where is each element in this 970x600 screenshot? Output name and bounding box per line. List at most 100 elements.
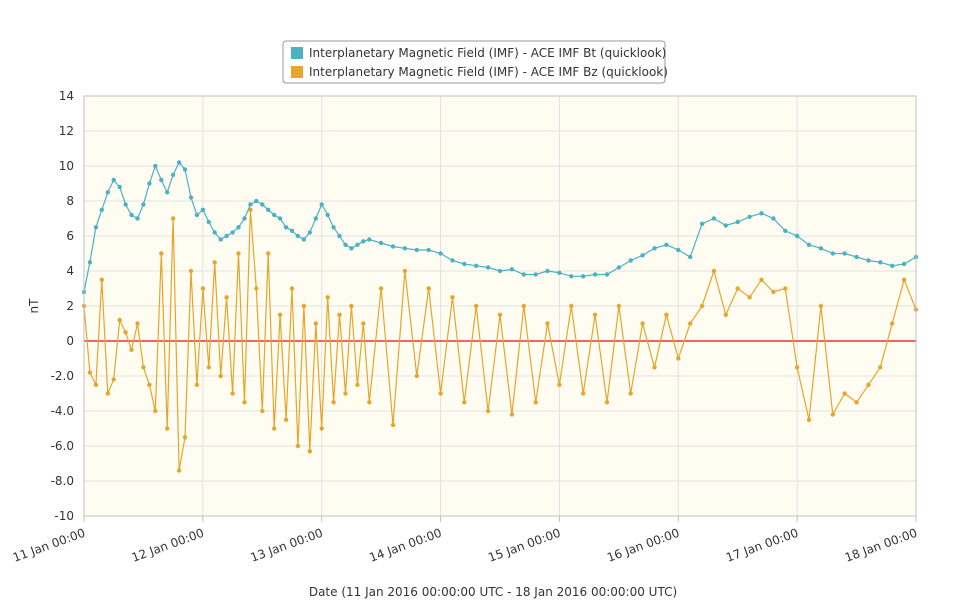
bt-data-point[interactable] <box>901 261 907 267</box>
bz-data-point[interactable] <box>224 295 229 300</box>
bz-data-point[interactable] <box>260 408 265 414</box>
bt-data-point[interactable] <box>301 237 307 242</box>
bz-data-point[interactable] <box>652 365 657 370</box>
bz-data-point[interactable] <box>676 356 681 361</box>
legend-item-bz[interactable]: Interplanetary Magnetic Field (IMF) - AC… <box>291 65 668 79</box>
bt-data-point[interactable] <box>230 230 235 235</box>
bz-data-point[interactable] <box>699 303 705 309</box>
bt-data-point[interactable] <box>509 267 515 272</box>
bz-data-point[interactable] <box>307 449 312 454</box>
bt-data-point[interactable] <box>569 274 574 279</box>
bz-data-point[interactable] <box>367 400 372 405</box>
bt-data-point[interactable] <box>688 254 693 260</box>
bt-data-point[interactable] <box>99 207 105 212</box>
bt-data-point[interactable] <box>289 228 295 233</box>
bt-data-point[interactable] <box>533 272 538 277</box>
bz-data-point[interactable] <box>735 286 740 291</box>
bz-data-point[interactable] <box>830 412 835 417</box>
bz-data-point[interactable] <box>509 412 515 417</box>
bt-data-point[interactable] <box>218 237 223 242</box>
bz-data-point[interactable] <box>301 303 307 309</box>
bt-data-point[interactable] <box>521 272 526 277</box>
bt-data-point[interactable] <box>830 251 835 256</box>
bt-data-point[interactable] <box>212 230 217 235</box>
bz-data-point[interactable] <box>688 321 693 326</box>
bt-data-point[interactable] <box>129 212 134 218</box>
bz-data-point[interactable] <box>242 400 247 405</box>
bt-data-point[interactable] <box>188 195 194 200</box>
bt-data-point[interactable] <box>390 244 396 249</box>
bz-data-point[interactable] <box>664 312 669 317</box>
bt-data-point[interactable] <box>771 216 776 221</box>
bt-data-point[interactable] <box>806 242 812 247</box>
bt-data-point[interactable] <box>485 265 491 270</box>
bz-data-point[interactable] <box>272 426 277 431</box>
bz-data-point[interactable] <box>604 400 610 405</box>
bz-data-point[interactable] <box>218 373 223 379</box>
bz-data-point[interactable] <box>295 443 301 449</box>
bz-data-point[interactable] <box>194 382 200 387</box>
bt-data-point[interactable] <box>462 261 467 267</box>
bz-data-point[interactable] <box>105 391 111 396</box>
bz-data-point[interactable] <box>438 391 443 396</box>
bz-data-point[interactable] <box>890 321 895 326</box>
bz-data-point[interactable] <box>349 303 354 309</box>
bz-data-point[interactable] <box>87 370 93 375</box>
bt-data-point[interactable] <box>497 268 503 274</box>
bz-data-point[interactable] <box>159 251 164 256</box>
bt-series[interactable] <box>81 160 919 295</box>
bt-data-point[interactable] <box>236 225 241 230</box>
bt-data-point[interactable] <box>170 172 176 177</box>
bz-data-point[interactable] <box>325 295 330 300</box>
bt-data-point[interactable] <box>723 223 728 228</box>
bz-data-point[interactable] <box>450 295 455 300</box>
bt-data-point[interactable] <box>592 272 598 277</box>
bz-data-point[interactable] <box>176 468 182 473</box>
bt-data-point[interactable] <box>117 184 122 190</box>
bz-data-point[interactable] <box>545 321 550 326</box>
bz-data-point[interactable] <box>248 207 253 212</box>
bz-data-point[interactable] <box>331 400 336 405</box>
bz-data-point[interactable] <box>361 321 366 326</box>
bt-data-point[interactable] <box>604 272 610 277</box>
bz-data-point[interactable] <box>206 365 211 370</box>
bt-data-point[interactable] <box>248 202 253 207</box>
bz-data-point[interactable] <box>521 303 526 309</box>
bt-data-point[interactable] <box>414 247 419 253</box>
bz-data-point[interactable] <box>771 289 776 295</box>
bt-data-point[interactable] <box>266 207 271 212</box>
bz-data-point[interactable] <box>319 426 324 431</box>
bz-data-point[interactable] <box>557 382 562 387</box>
bz-data-point[interactable] <box>569 303 574 309</box>
bz-data-point[interactable] <box>759 277 764 282</box>
bz-data-point[interactable] <box>236 251 241 256</box>
bz-data-point[interactable] <box>485 408 491 414</box>
bt-data-point[interactable] <box>664 242 669 247</box>
bz-data-point[interactable] <box>135 321 140 326</box>
bt-data-point[interactable] <box>878 260 883 265</box>
bz-data-point[interactable] <box>93 382 99 387</box>
bt-data-point[interactable] <box>842 251 847 256</box>
bt-data-point[interactable] <box>854 254 859 260</box>
bz-data-point[interactable] <box>170 216 176 221</box>
bz-data-point[interactable] <box>474 303 479 309</box>
bz-data-point[interactable] <box>313 321 318 326</box>
bt-data-point[interactable] <box>890 263 895 268</box>
bt-data-point[interactable] <box>313 216 318 221</box>
bz-data-point[interactable] <box>402 268 408 274</box>
bz-data-point[interactable] <box>111 377 116 382</box>
bt-data-point[interactable] <box>182 167 188 172</box>
bt-data-point[interactable] <box>818 246 824 251</box>
bt-data-point[interactable] <box>640 253 645 258</box>
bz-data-point[interactable] <box>99 277 105 282</box>
bt-data-point[interactable] <box>676 247 681 253</box>
bt-data-point[interactable] <box>277 216 283 221</box>
bt-data-point[interactable] <box>319 202 324 207</box>
bt-data-point[interactable] <box>794 233 800 239</box>
bt-data-point[interactable] <box>87 260 93 265</box>
bz-data-point[interactable] <box>854 400 859 405</box>
bt-data-point[interactable] <box>557 270 562 275</box>
bz-data-point[interactable] <box>277 312 283 317</box>
bz-data-point[interactable] <box>254 286 259 291</box>
bz-data-point[interactable] <box>901 277 907 282</box>
